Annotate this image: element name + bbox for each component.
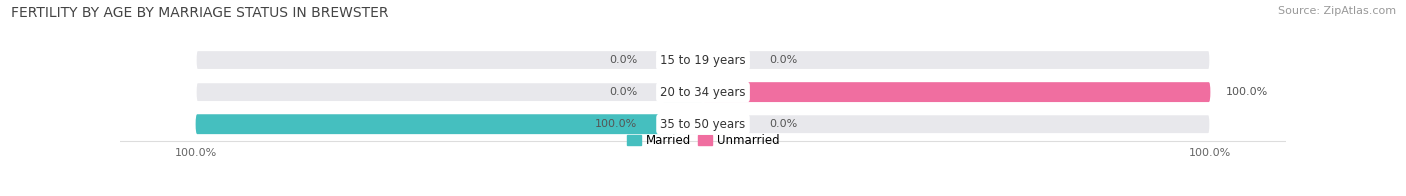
FancyBboxPatch shape — [703, 50, 744, 70]
FancyBboxPatch shape — [703, 82, 1211, 102]
Text: 100.0%: 100.0% — [595, 119, 637, 129]
Text: Source: ZipAtlas.com: Source: ZipAtlas.com — [1278, 6, 1396, 16]
FancyBboxPatch shape — [195, 114, 703, 134]
Text: 35 to 50 years: 35 to 50 years — [661, 118, 745, 131]
Text: 0.0%: 0.0% — [769, 55, 797, 65]
Text: 0.0%: 0.0% — [609, 55, 637, 65]
Text: 0.0%: 0.0% — [609, 87, 637, 97]
FancyBboxPatch shape — [662, 50, 703, 70]
FancyBboxPatch shape — [195, 82, 1211, 102]
Text: 0.0%: 0.0% — [769, 119, 797, 129]
Text: 100.0%: 100.0% — [1226, 87, 1268, 97]
Text: 20 to 34 years: 20 to 34 years — [661, 86, 745, 99]
Text: 100.0%: 100.0% — [135, 119, 180, 129]
FancyBboxPatch shape — [195, 114, 1211, 134]
FancyBboxPatch shape — [195, 50, 1211, 70]
Text: FERTILITY BY AGE BY MARRIAGE STATUS IN BREWSTER: FERTILITY BY AGE BY MARRIAGE STATUS IN B… — [11, 6, 388, 20]
Text: 15 to 19 years: 15 to 19 years — [661, 54, 745, 67]
Legend: Married, Unmarried: Married, Unmarried — [621, 129, 785, 152]
FancyBboxPatch shape — [703, 114, 744, 134]
FancyBboxPatch shape — [662, 82, 703, 102]
